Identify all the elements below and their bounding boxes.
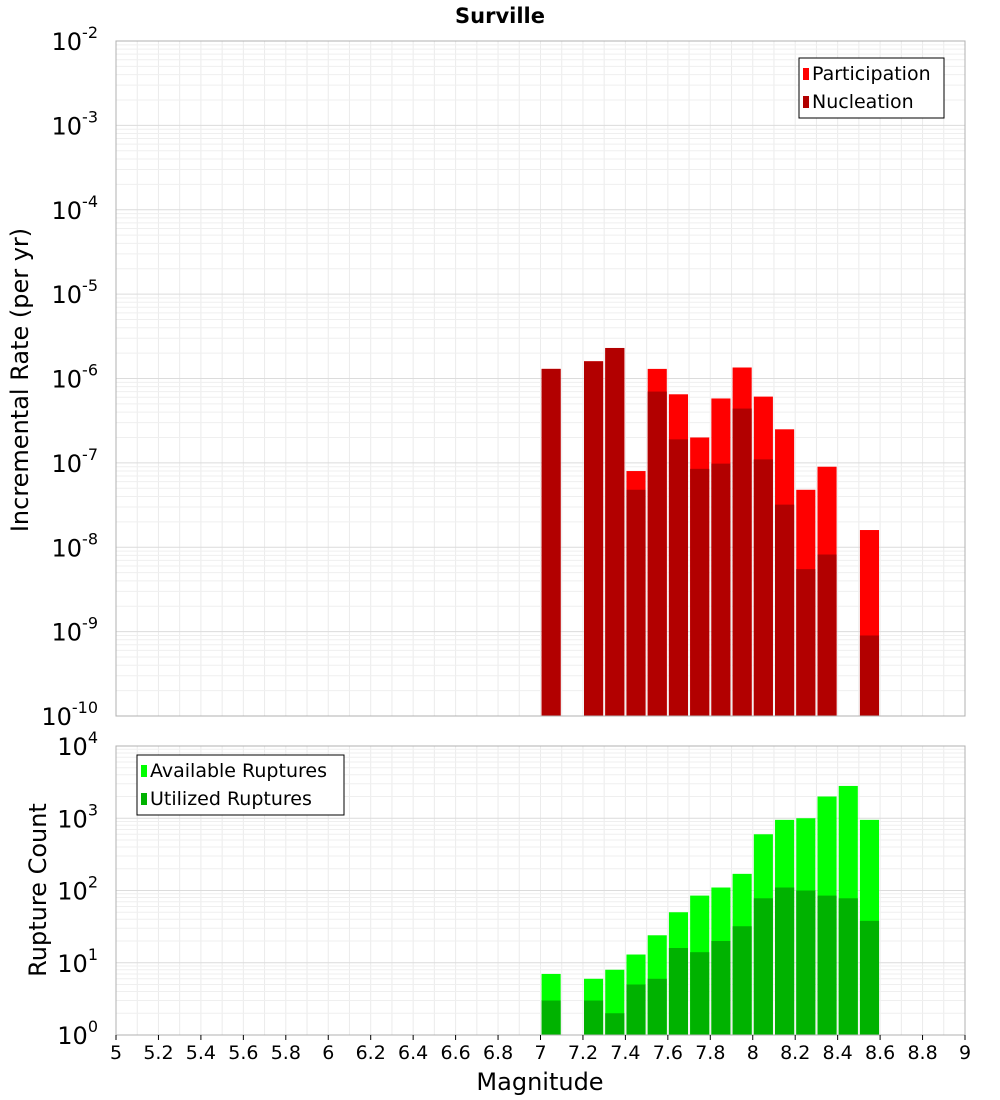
x-tick-label: 5 bbox=[110, 1042, 122, 1064]
rupture-count-plot: 100 101 102 103 104 Available Ruptures Utilize… bbox=[57, 728, 971, 1064]
count-legend-label: Utilized Ruptures bbox=[150, 788, 312, 810]
rate-plot-border bbox=[115, 40, 966, 717]
x-tick-label: 6.8 bbox=[483, 1042, 513, 1064]
rate-bar-nucleation bbox=[541, 368, 561, 716]
rate-y-tick-label: 10-7 bbox=[52, 445, 99, 478]
bottom-y-axis-label: Rupture Count bbox=[24, 803, 52, 977]
count-bar-utilized-ruptures bbox=[584, 1000, 604, 1035]
x-tick-label: 7.8 bbox=[695, 1042, 725, 1064]
rate-bar-nucleation bbox=[584, 361, 604, 716]
x-tick-label: 7.2 bbox=[568, 1042, 598, 1064]
count-legend-swatch bbox=[141, 765, 147, 777]
count-bar-utilized-ruptures bbox=[541, 1000, 561, 1035]
rate-y-tick-label: 10-2 bbox=[52, 23, 99, 56]
x-tick-label: 6 bbox=[322, 1042, 334, 1064]
count-bar-utilized-ruptures bbox=[817, 895, 837, 1035]
rate-bar-nucleation bbox=[753, 459, 773, 716]
x-tick-label: 7 bbox=[534, 1042, 546, 1064]
x-tick-label: 8.6 bbox=[865, 1042, 895, 1064]
chart-title: Surville bbox=[455, 4, 545, 28]
count-bar-utilized-ruptures bbox=[626, 984, 646, 1035]
x-tick-label: 6.4 bbox=[398, 1042, 428, 1064]
rate-bar-nucleation bbox=[605, 347, 625, 716]
x-tick-label: 5.4 bbox=[186, 1042, 216, 1064]
x-tick-label: 7.6 bbox=[653, 1042, 683, 1064]
count-bar-utilized-ruptures bbox=[838, 898, 858, 1035]
x-tick-label: 8.4 bbox=[823, 1042, 853, 1064]
rate-bar-nucleation bbox=[775, 504, 795, 716]
rate-bar-nucleation bbox=[647, 391, 667, 716]
rate-legend-swatch bbox=[803, 96, 809, 108]
rate-legend-swatch bbox=[803, 68, 809, 80]
top-y-axis-label: Incremental Rate (per yr) bbox=[6, 228, 34, 532]
count-legend-box bbox=[136, 754, 345, 816]
count-y-tick-label: 102 bbox=[57, 873, 98, 906]
count-legend-swatch bbox=[141, 793, 147, 805]
count-y-tick-label: 100 bbox=[57, 1017, 98, 1050]
x-tick-label: 5.2 bbox=[143, 1042, 173, 1064]
x-tick-label: 6.2 bbox=[356, 1042, 386, 1064]
count-y-tick-label: 101 bbox=[57, 945, 98, 978]
count-y-tick-label: 103 bbox=[57, 800, 98, 833]
count-bar-utilized-ruptures bbox=[668, 948, 689, 1035]
x-tick-label: 8 bbox=[747, 1042, 759, 1064]
rate-legend-label: Nucleation bbox=[812, 91, 914, 113]
rate-y-tick-label: 10-10 bbox=[41, 698, 98, 731]
x-tick-label: 8.2 bbox=[780, 1042, 810, 1064]
x-tick-label: 8.8 bbox=[907, 1042, 937, 1064]
rate-legend-label: Participation bbox=[812, 63, 931, 85]
count-bar-utilized-ruptures bbox=[859, 920, 880, 1035]
count-bar-utilized-ruptures bbox=[605, 1013, 625, 1035]
count-bar-utilized-ruptures bbox=[775, 887, 795, 1035]
rate-y-tick-label: 10-6 bbox=[52, 361, 99, 394]
rate-bar-nucleation bbox=[817, 554, 837, 716]
rate-bar-nucleation bbox=[732, 408, 752, 716]
x-tick-label: 5.6 bbox=[228, 1042, 258, 1064]
rate-y-tick-label: 10-9 bbox=[52, 614, 99, 647]
rate-bar-nucleation bbox=[859, 635, 880, 716]
x-axis-label: Magnitude bbox=[476, 1068, 603, 1096]
rate-bar-nucleation bbox=[668, 439, 689, 716]
count-bar-utilized-ruptures bbox=[753, 898, 773, 1035]
count-bar-utilized-ruptures bbox=[690, 952, 710, 1035]
count-bar-utilized-ruptures bbox=[711, 941, 731, 1035]
rate-bar-nucleation bbox=[796, 569, 816, 716]
x-tick-label: 7.4 bbox=[610, 1042, 640, 1064]
rate-y-tick-label: 10-8 bbox=[52, 529, 99, 562]
x-tick-label: 6.6 bbox=[440, 1042, 470, 1064]
count-bar-utilized-ruptures bbox=[647, 978, 667, 1035]
participation-plot: 10-10 10-9 10-8 10-7 10-6 10-5 10-4 10-3 10-2 Par… bbox=[41, 23, 966, 731]
rate-y-tick-label: 10-5 bbox=[52, 276, 99, 309]
rate-legend-box bbox=[798, 57, 945, 119]
rate-y-tick-label: 10-3 bbox=[52, 107, 99, 140]
count-legend-label: Available Ruptures bbox=[150, 760, 327, 782]
x-tick-label: 9 bbox=[959, 1042, 971, 1064]
rate-y-tick-label: 10-4 bbox=[52, 192, 99, 225]
x-tick-label: 5.8 bbox=[271, 1042, 301, 1064]
rate-bar-nucleation bbox=[711, 463, 731, 716]
rate-bar-nucleation bbox=[690, 468, 710, 716]
count-y-tick-label: 104 bbox=[57, 728, 98, 761]
count-bar-utilized-ruptures bbox=[796, 890, 816, 1035]
rate-bar-nucleation bbox=[626, 489, 646, 716]
count-bar-utilized-ruptures bbox=[732, 926, 752, 1035]
